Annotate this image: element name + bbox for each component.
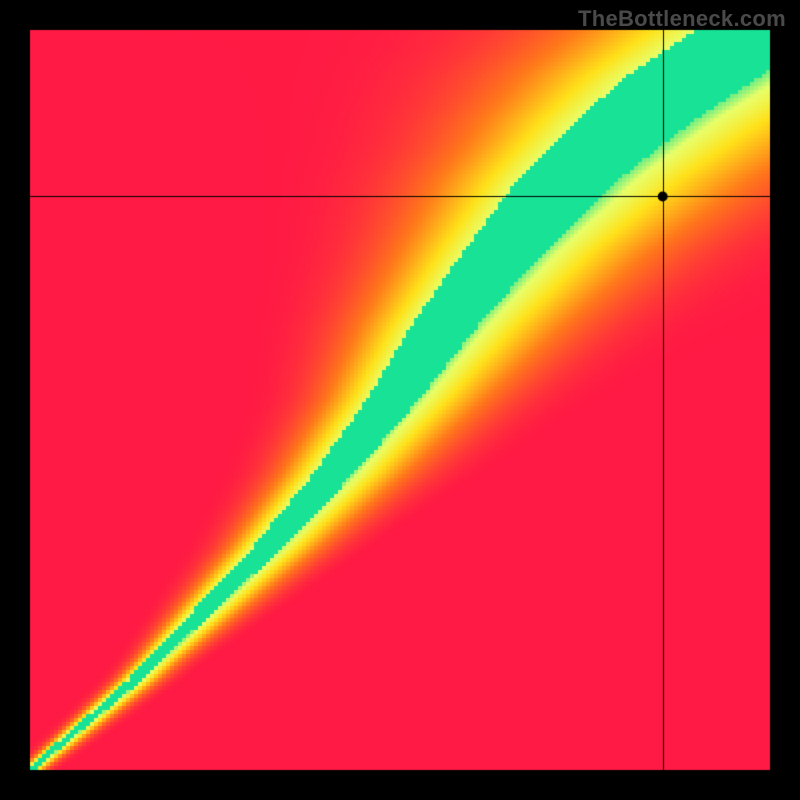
bottleneck-heatmap-canvas <box>0 0 800 800</box>
watermark-text: TheBottleneck.com <box>578 6 786 32</box>
chart-wrapper: TheBottleneck.com <box>0 0 800 800</box>
